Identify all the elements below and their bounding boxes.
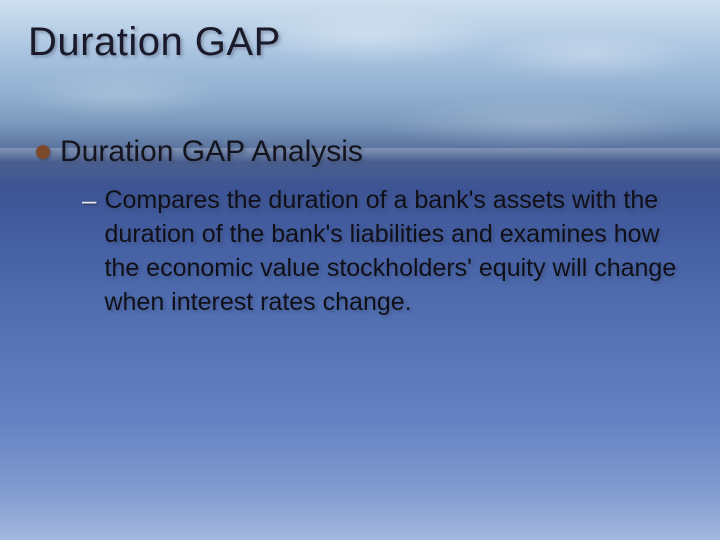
bullet-label: Duration GAP Analysis — [60, 135, 363, 169]
cloud-decoration — [20, 70, 220, 120]
bullet-level-1: Duration GAP Analysis — [36, 135, 363, 169]
bullet-dot-icon — [36, 145, 50, 159]
bullet-level-2: – Compares the duration of a bank's asse… — [82, 183, 690, 319]
slide-title: Duration GAP — [28, 20, 281, 65]
dash-icon: – — [82, 183, 96, 217]
sub-bullet-text: Compares the duration of a bank's assets… — [104, 183, 690, 319]
cloud-decoration — [380, 95, 700, 150]
cloud-decoration — [480, 30, 700, 80]
slide: Duration GAP Duration GAP Analysis – Com… — [0, 0, 720, 540]
